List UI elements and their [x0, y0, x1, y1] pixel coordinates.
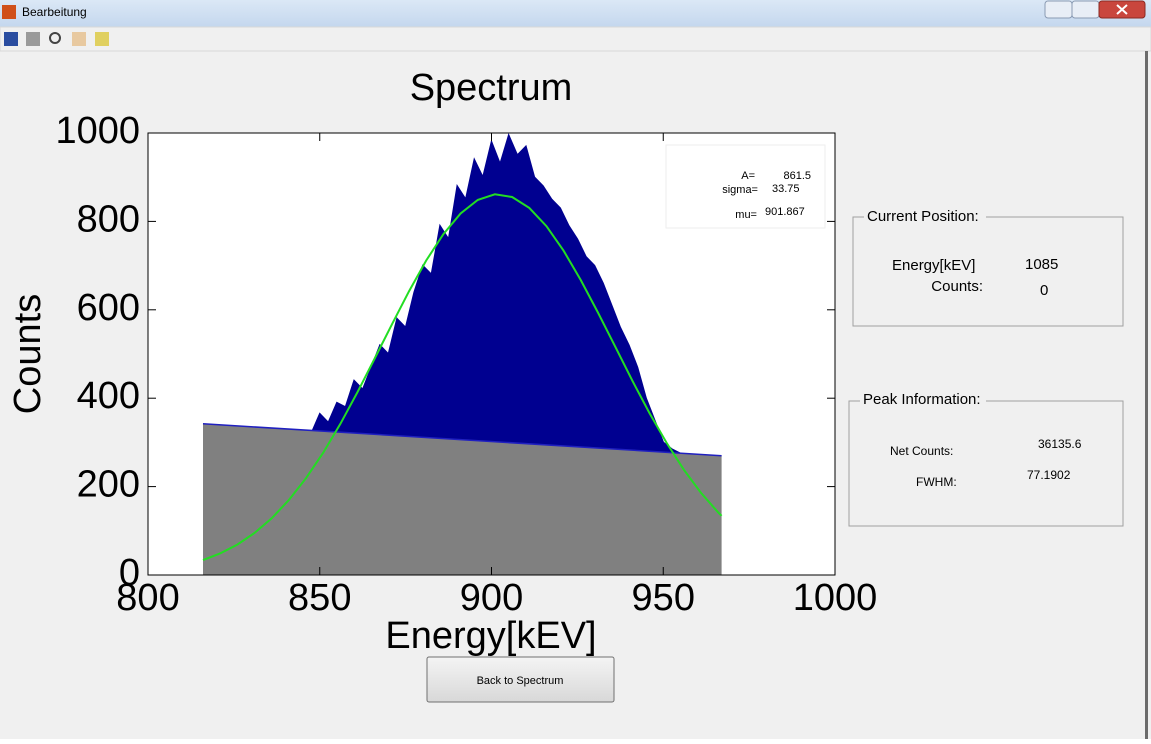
- y-tick-label: 200: [77, 464, 140, 506]
- y-tick-label: 1000: [55, 110, 140, 152]
- y-tick-label: 600: [77, 287, 140, 329]
- energy-value: 1085: [1025, 256, 1058, 273]
- net-counts-label: Net Counts:: [890, 444, 953, 458]
- fit-value: 33.75: [772, 183, 800, 195]
- energy-label: Energy[kEV]: [892, 257, 975, 274]
- window-border: [1145, 51, 1148, 739]
- area-edge: [202, 423, 722, 457]
- panel-title: Current Position:: [867, 208, 979, 225]
- fit-line: [202, 193, 723, 562]
- fwhm-label: FWHM:: [916, 475, 957, 489]
- zoom-tool[interactable]: [49, 32, 61, 44]
- maximize-button[interactable]: [1071, 0, 1100, 19]
- pan-tool[interactable]: [72, 32, 86, 46]
- fwhm-value: 77.1902: [1027, 468, 1071, 482]
- y-tick-label: 800: [77, 198, 140, 240]
- panel-title-bg: [860, 392, 986, 410]
- x-axis-label: Energy[kEV]: [385, 615, 596, 657]
- plot: [202, 133, 723, 575]
- area: [203, 423, 722, 575]
- x-tick-label: 850: [288, 577, 351, 619]
- net-counts-value: 36135.6: [1038, 437, 1082, 451]
- minimize-button[interactable]: [1044, 0, 1073, 19]
- y-tick-label: 400: [77, 375, 140, 417]
- y-axis-label: Counts: [7, 294, 49, 414]
- back-button-label: Back to Spectrum: [477, 675, 564, 687]
- print-tool[interactable]: [26, 32, 40, 46]
- x-tick-label: 800: [116, 577, 179, 619]
- y-tick-label: 0: [119, 552, 140, 594]
- back-button[interactable]: [426, 656, 615, 703]
- datacursor-tool[interactable]: [95, 32, 109, 46]
- current-position-panel: [852, 216, 1124, 327]
- fit-label: A=: [741, 170, 755, 182]
- window-title: Bearbeitung: [22, 5, 87, 19]
- close-icon: [1116, 4, 1128, 15]
- chart-title: Spectrum: [410, 67, 573, 109]
- counts-label: Counts:: [931, 278, 983, 295]
- panel-title: Peak Information:: [863, 391, 981, 408]
- panel-title-bg: [864, 208, 986, 226]
- x-tick-label: 900: [460, 577, 523, 619]
- fit-box: [665, 144, 826, 229]
- x-tick-label: 1000: [793, 577, 878, 619]
- save-tool[interactable]: [4, 32, 18, 46]
- x-tick-label: 950: [632, 577, 695, 619]
- fit-value: 861.5: [783, 170, 811, 182]
- title-bar: [0, 0, 1151, 27]
- counts-value: 0: [1040, 282, 1048, 299]
- toolbar: [0, 26, 1151, 52]
- fit-value: 901.867: [765, 206, 805, 218]
- fit-label: mu=: [735, 209, 757, 221]
- app-icon: [2, 5, 16, 19]
- fit-label: sigma=: [722, 184, 758, 196]
